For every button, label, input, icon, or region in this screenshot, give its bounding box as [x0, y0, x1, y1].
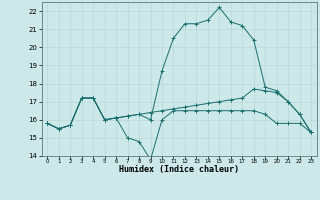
X-axis label: Humidex (Indice chaleur): Humidex (Indice chaleur)	[119, 165, 239, 174]
